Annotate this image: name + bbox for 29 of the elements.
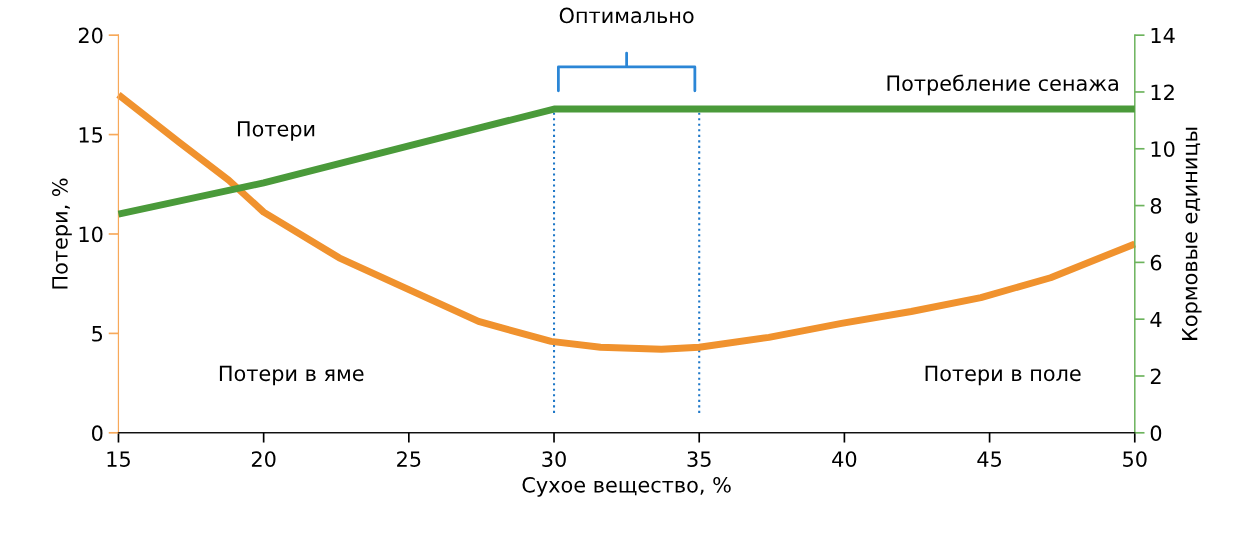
y2-tick-label: 2 [1150,368,1161,384]
y-tick-label: 5 [92,326,103,342]
text: Оптимально [559,7,694,24]
y-axis-title: Потери, % [52,178,72,289]
x-tick-label: 20 [251,451,276,467]
x-tick-label: 15 [107,451,130,467]
y2-tick-label: 6 [1150,254,1162,271]
annotation: Потребление сенажа [887,74,1118,96]
y2-axis-title: Кормовые единицы [1182,127,1202,340]
y2-tick-label: 12 [1151,84,1174,100]
y-tick-label: 10 [79,226,103,243]
x-axis-title: Сухое вещество, % [522,476,731,497]
y2-tick-label: 8 [1150,198,1162,214]
annotation: Потери в поле [925,365,1081,386]
annotation: Потери [237,121,315,141]
y-tick-label: 15 [79,127,103,143]
y2-tick-label: 4 [1150,311,1162,328]
x-tick-label: 25 [397,451,421,467]
x-tick-label: 50 [1123,451,1147,467]
x-tick-label: 45 [977,451,1002,467]
x-tick-label: 40 [832,451,857,467]
y-tick-label: 20 [78,27,103,44]
y2-tick-label: 10 [1151,141,1175,157]
y2-tick-label: 14 [1151,27,1175,44]
x-tick-label: 35 [687,451,711,467]
y2-tick-label: 0 [1150,425,1162,442]
x-tick-label: 30 [542,451,566,467]
y-tick-label: 0 [92,425,103,442]
annotation: Потери в яме [219,365,364,386]
